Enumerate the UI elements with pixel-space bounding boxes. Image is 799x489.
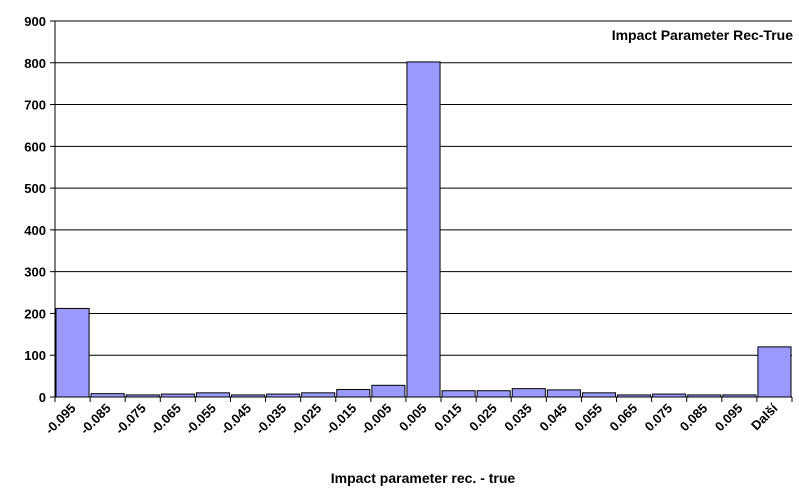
- x-axis-label: Impact parameter rec. - true: [331, 470, 516, 486]
- x-tick-label: Další: [748, 400, 781, 433]
- x-tick-label: 0.065: [607, 401, 641, 435]
- x-tick-label: 0.095: [712, 401, 746, 435]
- x-tick-label: -0.025: [288, 401, 325, 438]
- x-tick-labels: -0.095-0.085-0.075-0.065-0.055-0.045-0.0…: [42, 400, 781, 437]
- bar: [476, 390, 511, 398]
- bar: [90, 393, 125, 398]
- bar: [55, 307, 90, 398]
- x-tick-label: 0.035: [501, 401, 535, 435]
- y-tick-labels: 0 100 200 300 400 500 600 700 800 900: [24, 14, 46, 405]
- x-tick-label: 0.015: [431, 401, 465, 435]
- bar: [511, 388, 546, 398]
- bar: [546, 389, 581, 398]
- y-tick-label: 200: [24, 306, 46, 321]
- x-tick-label: -0.095: [42, 401, 79, 438]
- x-tick-label: 0.075: [642, 401, 676, 435]
- x-tick-label: -0.005: [358, 401, 395, 438]
- x-tick-label: 0.045: [536, 401, 570, 435]
- axes: [50, 20, 793, 402]
- x-tick-label: -0.075: [112, 401, 149, 438]
- bar: [371, 384, 406, 398]
- x-tick-label: -0.045: [217, 401, 254, 438]
- y-tick-label: 900: [24, 14, 46, 29]
- x-tick-label: -0.015: [323, 401, 360, 438]
- y-tick-label: 100: [24, 348, 46, 363]
- y-tick-label: 800: [24, 56, 46, 71]
- bar: [336, 388, 371, 398]
- bar: [301, 392, 336, 398]
- chart-title: Impact Parameter Rec-True: [612, 27, 794, 43]
- x-tick-label: 0.085: [677, 401, 711, 435]
- x-tick-label: 0.055: [571, 401, 605, 435]
- bar: [581, 392, 617, 398]
- x-tick-label: 0.005: [396, 401, 430, 435]
- bars: [55, 61, 792, 398]
- x-tick-label: 0.025: [466, 401, 500, 435]
- bar: [195, 392, 230, 398]
- y-tick-label: 300: [24, 265, 46, 280]
- bar: [757, 346, 792, 398]
- y-tick-label: 600: [24, 139, 46, 154]
- y-tick-label: 700: [24, 98, 46, 113]
- x-tick-label: -0.055: [182, 401, 219, 438]
- y-tick-label: 400: [24, 223, 46, 238]
- x-tick-label: -0.065: [147, 401, 184, 438]
- bar: [406, 61, 441, 398]
- x-tick-label: -0.035: [253, 401, 290, 438]
- y-tick-label: 500: [24, 181, 46, 196]
- bar: [441, 390, 476, 398]
- x-tick-label: -0.085: [77, 401, 114, 438]
- y-tick-label: 0: [39, 390, 46, 405]
